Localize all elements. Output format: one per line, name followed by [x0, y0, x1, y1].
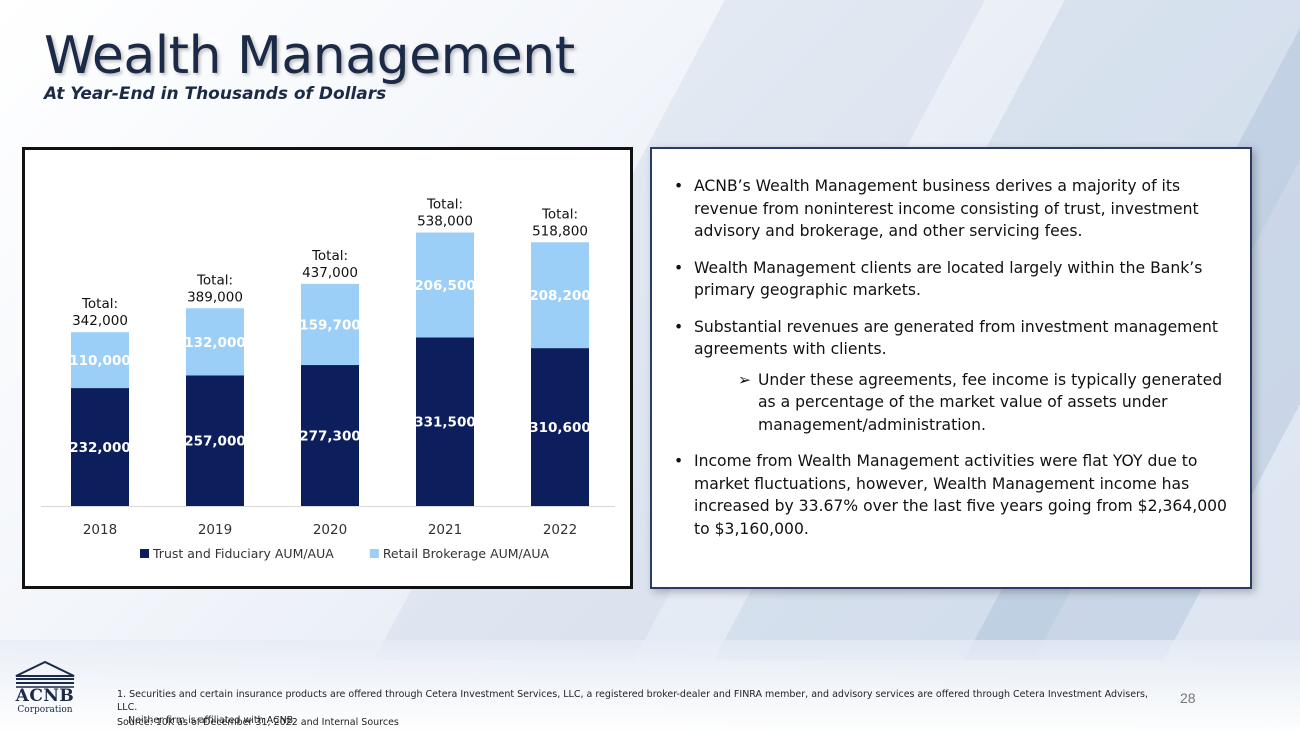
bullet-text: ACNB’s Wealth Management business derive… — [694, 177, 1199, 240]
bar-trust-fiduciary — [186, 375, 244, 506]
bullet-marker: • — [674, 177, 684, 195]
total-label: Total: — [196, 272, 233, 288]
bar-trust-fiduciary — [71, 388, 129, 506]
x-tick-label: 2021 — [428, 522, 462, 538]
legend-swatch-trust — [140, 549, 149, 558]
bar-retail-brokerage — [416, 232, 474, 338]
bullet-item: • Income from Wealth Management activiti… — [674, 450, 1230, 540]
footnote: 1. Securities and certain insurance prod… — [117, 688, 1167, 727]
logo-subtext: Corporation — [17, 705, 73, 715]
bullet-marker: • — [674, 452, 684, 470]
legend-swatch-retail — [369, 549, 379, 558]
commentary-panel: • ACNB’s Wealth Management business deri… — [650, 147, 1252, 589]
total-value: 342,000 — [72, 313, 128, 329]
logo-wordmark: ACNB — [15, 686, 75, 706]
bar-retail-brokerage — [186, 308, 244, 376]
footer-band — [0, 640, 1300, 731]
bullet-text: Substantial revenues are generated from … — [694, 317, 1218, 359]
data-label: 132,000 — [184, 335, 246, 351]
total-label: Total: — [426, 197, 463, 213]
page-title: Wealth Management — [44, 26, 575, 86]
footnote-line: Neither firm is affiliated with ACNB. — [128, 715, 297, 726]
total-value: 389,000 — [187, 289, 243, 305]
x-tick-label: 2019 — [198, 522, 232, 538]
total-label: Total: — [81, 296, 118, 312]
bank-building-icon — [15, 660, 75, 688]
page-number: 28 — [1180, 690, 1196, 706]
bar-trust-fiduciary — [301, 365, 359, 506]
data-label: 331,500 — [414, 415, 476, 431]
total-value: 538,000 — [417, 214, 473, 230]
x-tick-label: 2022 — [543, 522, 577, 538]
bullet-item: • Wealth Management clients are located … — [674, 257, 1230, 302]
bar-retail-brokerage — [301, 283, 359, 366]
data-label: 277,300 — [299, 429, 361, 445]
total-value: 518,800 — [532, 223, 588, 239]
sub-bullet-text: Under these agreements, fee income is ty… — [758, 370, 1223, 434]
total-value: 437,000 — [302, 265, 358, 281]
x-tick-label: 2020 — [313, 522, 347, 538]
bar-trust-fiduciary — [531, 348, 589, 506]
data-label: 310,600 — [529, 420, 591, 436]
bar-trust-fiduciary — [416, 337, 474, 506]
bullet-item: • Substantial revenues are generated fro… — [674, 316, 1230, 361]
stacked-bar-chart: 232,000110,000Total:342,0002018257,00013… — [41, 197, 615, 561]
sub-bullet-item: ➢ Under these agreements, fee income is … — [674, 369, 1230, 437]
data-label: 159,700 — [299, 317, 361, 333]
footnote-line: 1. Securities and certain insurance prod… — [117, 689, 1148, 713]
bullet-text: Income from Wealth Management activities… — [694, 452, 1227, 538]
data-label: 257,000 — [184, 434, 246, 450]
bullet-item: • ACNB’s Wealth Management business deri… — [674, 175, 1230, 243]
page-subtitle: At Year-End in Thousands of Dollars — [44, 84, 387, 104]
total-label: Total: — [311, 248, 348, 264]
bullet-marker: • — [674, 258, 684, 277]
bullet-text: Wealth Management clients are located la… — [694, 258, 1203, 300]
legend-label: Retail Brokerage AUM/AUA — [383, 546, 550, 561]
total-label: Total: — [541, 206, 578, 222]
arrow-bullet-icon: ➢ — [738, 370, 752, 389]
acnb-logo: ACNB Corporation — [10, 660, 80, 720]
source-note: Source: 10K as of December 31, 2022 and … — [117, 717, 399, 728]
bar-retail-brokerage — [531, 242, 589, 349]
bullet-marker: • — [674, 317, 684, 336]
data-label: 206,500 — [414, 278, 476, 294]
chart-panel: 232,000 110,000 Total: 342,000 2018 257,000 13… — [22, 147, 633, 589]
x-tick-label: 2018 — [83, 522, 117, 538]
data-label: 208,200 — [529, 288, 591, 304]
bar-retail-brokerage — [71, 332, 129, 389]
data-label: 110,000 — [69, 353, 131, 369]
legend-label: Trust and Fiduciary AUM/AUA — [152, 546, 334, 561]
data-label: 232,000 — [69, 440, 131, 456]
